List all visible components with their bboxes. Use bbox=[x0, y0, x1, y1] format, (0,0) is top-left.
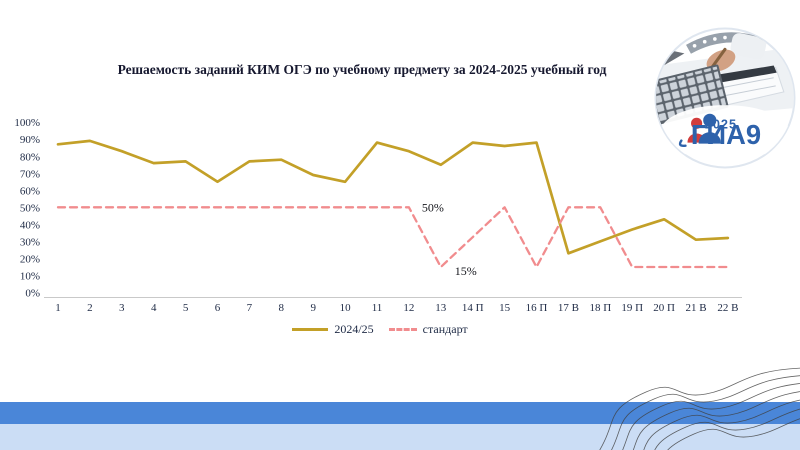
y-tick-label: 80% bbox=[20, 151, 40, 163]
x-tick-label: 15 bbox=[499, 302, 511, 314]
logo-name: ГИА9 bbox=[691, 119, 761, 150]
x-tick-label: 18 П bbox=[589, 302, 611, 314]
x-tick-label: 11 bbox=[372, 302, 383, 314]
x-tick-label: 3 bbox=[119, 302, 125, 314]
legend-swatch-standard bbox=[388, 328, 417, 331]
sleeve bbox=[730, 33, 767, 60]
logo-year: 2025 bbox=[705, 117, 737, 131]
gia9-logo: 2025 ГИА9 bbox=[654, 27, 796, 169]
x-tick-label: 4 bbox=[151, 302, 157, 314]
y-tick-label: 10% bbox=[20, 270, 40, 282]
x-tick-label: 19 П bbox=[621, 302, 643, 314]
x-tick-label: 14 П bbox=[462, 302, 484, 314]
y-tick-label: 40% bbox=[20, 219, 40, 231]
y-tick-label: 20% bbox=[20, 253, 40, 265]
legend-item-2024-25: 2024/25 bbox=[292, 322, 374, 337]
series-line-стандарт bbox=[56, 206, 730, 269]
x-tick-label: 10 bbox=[340, 302, 352, 314]
y-tick-label: 60% bbox=[20, 185, 40, 197]
y-tick-label: 50% bbox=[20, 202, 40, 214]
x-tick-label: 7 bbox=[247, 302, 253, 314]
x-tick-label: 16 П bbox=[526, 302, 548, 314]
x-tick-label: 5 bbox=[183, 302, 189, 314]
chart-legend: 2024/25 стандарт bbox=[0, 322, 760, 337]
x-tick-label: 21 В bbox=[685, 302, 706, 314]
y-tick-label: 30% bbox=[20, 236, 40, 248]
x-tick-label: 1 bbox=[55, 302, 61, 314]
x-tick-label: 8 bbox=[279, 302, 285, 314]
legend-swatch-2024-25 bbox=[292, 328, 329, 331]
legend-label-2024-25: 2024/25 bbox=[334, 322, 374, 336]
logo-photo-collage bbox=[656, 32, 794, 160]
legend-label-standard: стандарт bbox=[422, 322, 468, 336]
x-tick-label: 17 В bbox=[558, 302, 579, 314]
legend-item-standard: стандарт bbox=[388, 322, 468, 337]
x-tick-label: 9 bbox=[310, 302, 316, 314]
x-tick-label: 13 bbox=[435, 302, 447, 314]
x-tick-label: 2 bbox=[87, 302, 93, 314]
series-line-2024/25 bbox=[56, 139, 730, 255]
y-tick-label: 0% bbox=[25, 288, 40, 300]
x-tick-label: 20 П bbox=[653, 302, 675, 314]
gia9-logo-graphic: 2025 ГИА9 bbox=[654, 27, 796, 169]
x-tick-label: 12 bbox=[403, 302, 414, 314]
chart-title: Решаемость заданий КИМ ОГЭ по учебному п… bbox=[117, 62, 607, 77]
x-tick-label: 6 bbox=[215, 302, 221, 314]
y-tick-label: 100% bbox=[14, 117, 40, 129]
y-tick-label: 70% bbox=[20, 168, 40, 180]
logo-people-icon bbox=[678, 113, 721, 148]
annotation-15%: 15% bbox=[455, 264, 477, 278]
y-tick-label: 90% bbox=[20, 134, 40, 146]
annotation-50%: 50% bbox=[422, 200, 444, 214]
x-tick-label: 22 В bbox=[717, 302, 738, 314]
